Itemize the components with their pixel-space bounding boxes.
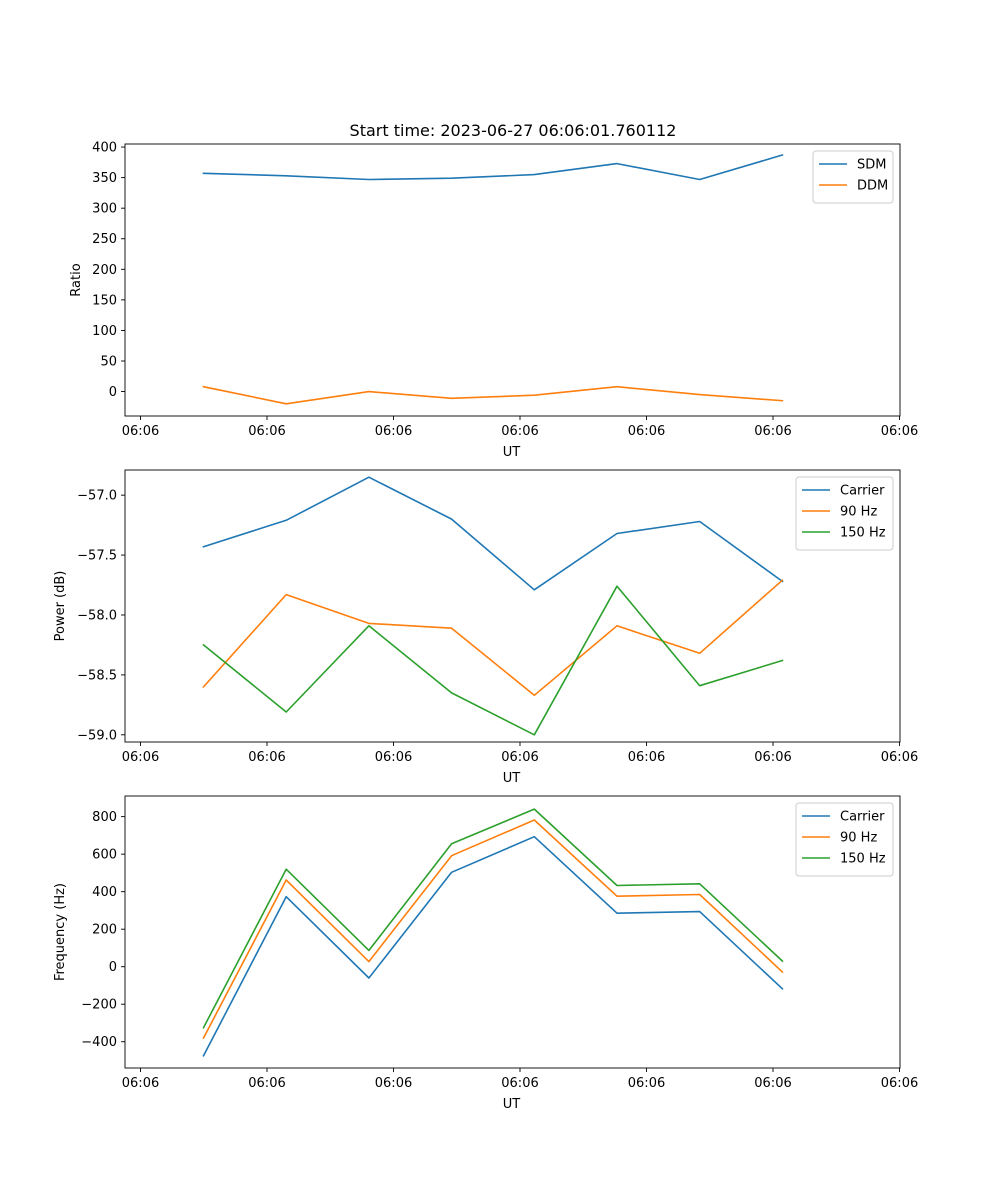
x-tick-label: 06:06 [122, 424, 159, 439]
y-axis-label: Frequency (Hz) [53, 883, 68, 981]
y-tick-label: 200 [92, 263, 117, 278]
legend-entry: 150 Hz [840, 526, 886, 541]
series-line-90-hz [202, 819, 784, 1040]
y-tick-label: 800 [92, 810, 117, 825]
series-line-carrier [202, 835, 784, 1057]
series-line-carrier [202, 476, 784, 591]
y-tick-label: −57.5 [77, 549, 117, 564]
x-tick-label: 06:06 [881, 750, 918, 765]
x-tick-label: 06:06 [501, 424, 538, 439]
figure-title: Start time: 2023-06-27 06:06:01.760112 [350, 121, 677, 140]
x-tick-label: 06:06 [375, 424, 412, 439]
y-tick-label: 0 [109, 385, 117, 400]
y-tick-label: 400 [92, 885, 117, 900]
y-tick-label: 250 [92, 232, 117, 247]
y-tick-label: −58.0 [77, 608, 117, 623]
y-tick-label: 400 [92, 141, 117, 156]
x-axis-label: UT [503, 771, 521, 786]
series-line-90-hz [202, 579, 784, 697]
axes-frame [124, 795, 901, 1069]
series-line-ddm [202, 385, 784, 405]
y-tick-label: 50 [100, 354, 117, 369]
y-tick-label: −400 [81, 1035, 117, 1050]
y-tick-label: 600 [92, 848, 117, 863]
y-tick-label: 300 [92, 202, 117, 217]
legend-entry: 150 Hz [840, 852, 886, 867]
x-tick-label: 06:06 [501, 750, 538, 765]
x-tick-label: 06:06 [248, 424, 285, 439]
y-axis-label: Ratio [69, 263, 84, 296]
legend: SDM DDM [812, 150, 894, 204]
subplot-2: 06:0606:0606:0606:0606:0606:0606:0606:07… [53, 469, 918, 786]
legend-entry: DDM [857, 179, 888, 194]
y-tick-label: −57.0 [77, 489, 117, 504]
x-tick-label: 06:06 [881, 424, 918, 439]
subplot-3: 06:0606:0606:0606:0606:0606:0606:0606:07… [53, 795, 918, 1112]
legend: Carrier 90 Hz 150 Hz [795, 802, 894, 877]
x-tick-label: 06:06 [248, 1076, 285, 1091]
y-tick-label: 200 [92, 923, 117, 938]
y-tick-label: 350 [92, 171, 117, 186]
y-axis-label: Power (dB) [53, 571, 68, 642]
x-axis-label: UT [503, 445, 521, 460]
x-tick-label: 06:06 [628, 424, 665, 439]
x-tick-label: 06:06 [754, 1076, 791, 1091]
y-tick-label: 150 [92, 293, 117, 308]
legend-entry: SDM [857, 158, 886, 173]
series-line-sdm [202, 154, 784, 181]
x-tick-label: 06:06 [122, 750, 159, 765]
x-tick-label: 06:06 [628, 750, 665, 765]
series-line-150-hz [202, 585, 784, 736]
x-tick-label: 06:06 [881, 1076, 918, 1091]
x-tick-label: 06:06 [754, 750, 791, 765]
x-tick-label: 06:06 [754, 424, 791, 439]
series-line-150-hz [202, 808, 784, 1029]
x-tick-label: 06:06 [248, 750, 285, 765]
legend-entry: Carrier [840, 810, 885, 825]
legend: Carrier 90 Hz 150 Hz [795, 476, 894, 551]
x-tick-label: 06:06 [628, 1076, 665, 1091]
x-tick-label: 06:06 [375, 1076, 412, 1091]
x-tick-label: 06:06 [501, 1076, 538, 1091]
legend-entry: 90 Hz [840, 831, 877, 846]
y-tick-label: 100 [92, 324, 117, 339]
axes-frame [124, 143, 901, 417]
y-tick-label: −58.5 [77, 668, 117, 683]
x-axis-label: UT [503, 1097, 521, 1112]
y-tick-label: −59.0 [77, 728, 117, 743]
y-tick-label: 0 [109, 960, 117, 975]
legend-entry: Carrier [840, 484, 885, 499]
subplot-1: 06:0606:0606:0606:0606:0606:0606:0606:07… [69, 141, 918, 460]
subplots: 06:0606:0606:0606:0606:0606:0606:0606:07… [53, 141, 918, 1112]
legend-entry: 90 Hz [840, 505, 877, 520]
axes-frame [124, 469, 901, 743]
x-tick-label: 06:06 [122, 1076, 159, 1091]
y-tick-label: −200 [81, 998, 117, 1013]
x-tick-label: 06:06 [375, 750, 412, 765]
